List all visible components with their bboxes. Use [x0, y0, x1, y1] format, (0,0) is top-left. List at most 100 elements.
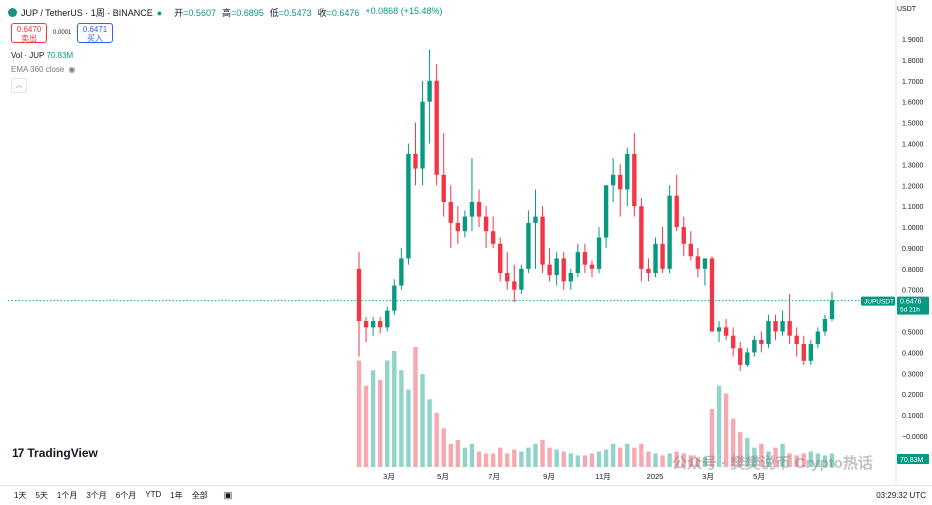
volume-bar	[505, 453, 510, 467]
candle-body	[625, 153, 630, 190]
timeframe-button-3[interactable]: 3个月	[86, 491, 107, 500]
volume-bar	[356, 360, 362, 467]
candle-body	[533, 216, 538, 223]
volume-bar	[808, 451, 814, 467]
volume-indicator-legend[interactable]: Vol · JUP 70.83M	[11, 51, 73, 60]
volume-bar	[434, 412, 439, 467]
volume-bar	[723, 393, 729, 467]
volume-bar	[603, 449, 609, 467]
candle-body	[723, 327, 729, 336]
symbol-title[interactable]: JUP / TetherUS · 1周 · BINANCE	[21, 8, 153, 18]
price-tick-label: 0.8000	[902, 267, 924, 274]
time-axis-label: 11月	[595, 472, 610, 481]
volume-bar	[794, 455, 799, 467]
volume-bar	[596, 451, 602, 467]
time-axis-label: 2025	[647, 472, 664, 481]
candle-body	[738, 348, 743, 365]
price-tick-label: 1.1000	[902, 204, 924, 211]
calendar-icon[interactable]: ▣	[223, 490, 233, 500]
volume-bar	[490, 453, 496, 467]
candle-body	[596, 237, 602, 269]
candle-body	[434, 80, 439, 175]
volume-bar	[829, 453, 835, 467]
volume-bar	[377, 379, 383, 467]
timeframe-button-5[interactable]: YTD	[145, 490, 162, 499]
countdown-label: 5d 21h	[900, 307, 920, 314]
candle-body	[773, 321, 778, 332]
volume-bar	[745, 437, 750, 467]
currency-selector[interactable]: USDT	[897, 6, 917, 13]
candle-body	[667, 195, 672, 269]
candle-body	[476, 201, 482, 217]
timeframe-button-1[interactable]: 5天	[35, 491, 48, 500]
candle-body	[519, 268, 524, 290]
candle-body	[526, 222, 531, 269]
volume-bar	[695, 457, 701, 467]
utc-clock[interactable]: 03:29:32 UTC	[876, 491, 926, 500]
ema-indicator-legend[interactable]: EMA 360 close ◉	[11, 65, 75, 74]
candle-body	[822, 318, 828, 332]
candle-body	[688, 243, 693, 257]
volume-bar	[716, 385, 722, 467]
candle-body	[815, 331, 821, 345]
candle-body	[392, 285, 397, 311]
candle-body	[632, 153, 637, 207]
timeframe-button-0[interactable]: 1天	[14, 491, 27, 500]
candle-body	[674, 195, 679, 228]
volume-bar	[646, 451, 651, 467]
tradingview-logo: 17 TradingView	[12, 446, 98, 460]
eye-icon[interactable]: ◉	[68, 65, 76, 74]
candle-body	[377, 321, 383, 328]
volume-bar	[660, 455, 665, 467]
sell-button[interactable]: 0.6470 卖出	[11, 23, 47, 43]
watermark: 公众号 · 樊樊说币 Crypto热话	[672, 455, 873, 472]
buy-button[interactable]: 0.6471 买入	[77, 23, 113, 43]
candle-body	[547, 264, 552, 276]
price-tick-label: 0.1000	[902, 413, 924, 420]
candle-body	[787, 321, 792, 336]
price-tick-label: 0.2000	[902, 392, 924, 399]
volume-bar	[582, 455, 588, 467]
candle-body	[780, 321, 785, 332]
volume-bar	[730, 418, 736, 467]
candle-body	[483, 216, 489, 232]
ohlc-readout: 开=0.5607 高=0.6895 低=0.5473 收=0.6476 +0.0…	[174, 6, 443, 18]
volume-bar	[385, 360, 390, 467]
timeframe-button-4[interactable]: 6个月	[115, 491, 137, 500]
candle-body	[413, 153, 418, 169]
bottom-toolbar: 1天 5天 1个月 3个月 6个月 YTD 1年 全部 ▣ 03:29:32 UTC	[0, 485, 932, 505]
candle-body	[709, 258, 715, 332]
volume-bar	[787, 453, 792, 467]
price-tick-label: 1.5000	[902, 121, 924, 128]
volume-bar	[709, 408, 715, 467]
price-tick-label: 1.7000	[902, 79, 924, 86]
chevron-up-icon[interactable]: ︿	[11, 78, 27, 93]
candle-body	[363, 321, 369, 328]
time-axis-label: 7月	[488, 472, 500, 481]
volume-bar	[448, 443, 453, 467]
candle-body	[406, 153, 411, 259]
candle-body	[455, 222, 461, 232]
price-chart[interactable]: 1.9000 1.8000 1.7000 1.6000 1.5000 1.4000 1.30…	[0, 0, 932, 486]
candle-body	[512, 281, 517, 290]
timeframe-button-6[interactable]: 1年	[170, 491, 183, 500]
timeframe-button-2[interactable]: 1个月	[56, 491, 78, 500]
candle-body	[639, 206, 644, 269]
volume-bar	[413, 347, 418, 467]
timeframe-button-7[interactable]: 全部	[191, 491, 208, 500]
candle-body	[469, 201, 475, 217]
candle-body	[610, 174, 616, 186]
candle-body	[759, 339, 764, 345]
volume-bar	[801, 453, 806, 467]
candle-body	[681, 227, 686, 244]
price-tick-label: −0.0000	[902, 434, 928, 441]
price-tick-label: 0.5000	[902, 330, 924, 337]
candle-body	[462, 216, 468, 232]
volume-bar	[561, 451, 566, 467]
candle-body	[356, 268, 362, 322]
volume-bar	[752, 447, 757, 467]
volume-bar	[667, 453, 672, 467]
price-tick-label: 0.3000	[902, 371, 924, 378]
price-tick-label: 1.9000	[902, 37, 924, 44]
time-axis-label: 3月	[383, 472, 395, 481]
